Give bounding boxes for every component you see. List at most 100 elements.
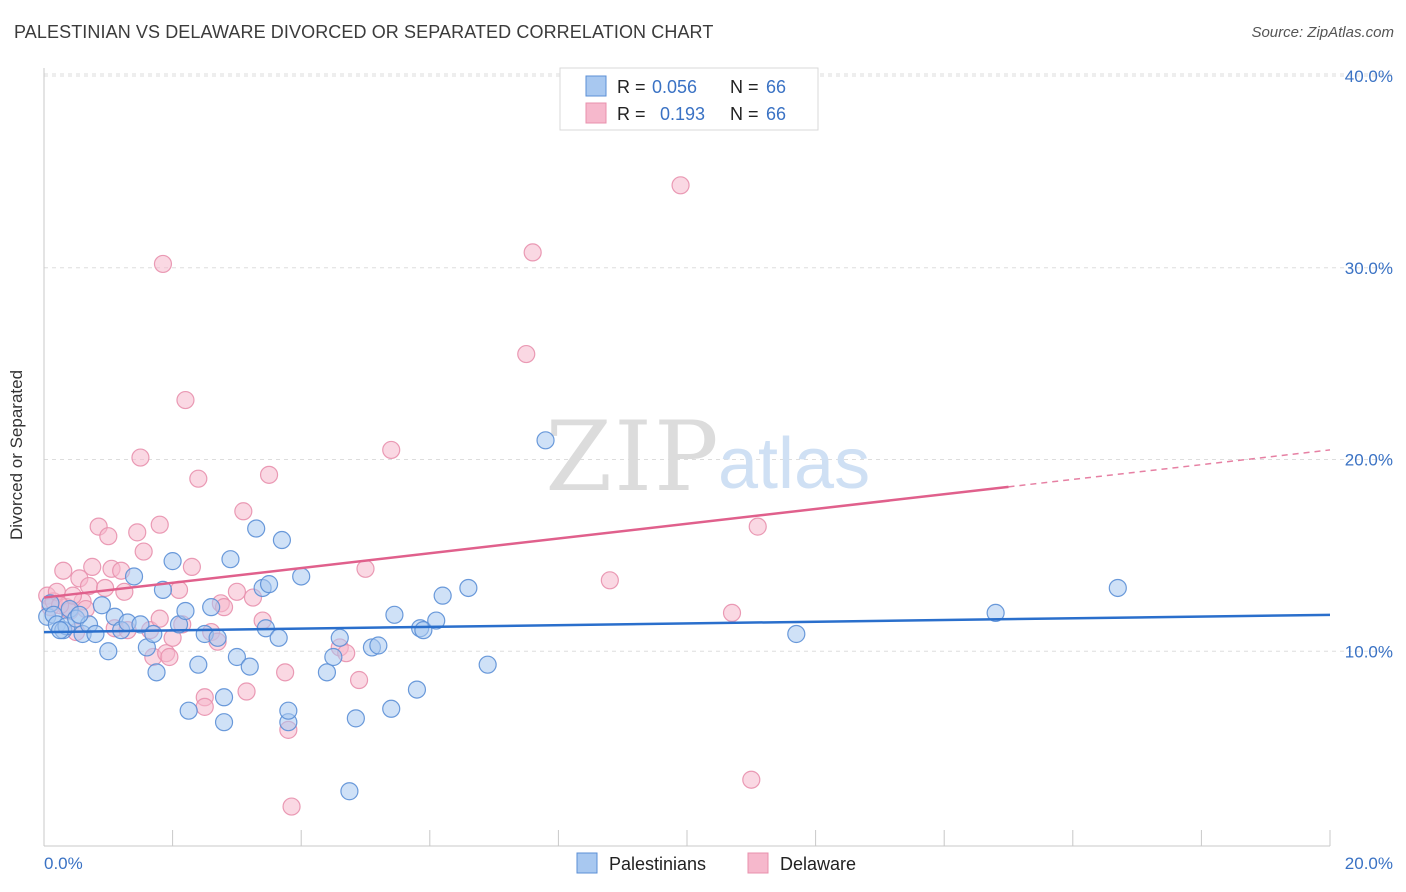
stats-r-label-1: R = [617,77,646,97]
legend-label-delaware: Delaware [780,854,856,874]
data-point [189,655,208,674]
data-point [427,611,446,630]
data-point [385,605,404,624]
data-point [349,670,369,690]
data-point [176,601,195,621]
data-point [202,598,221,617]
data-point [99,642,118,661]
data-point [144,624,163,644]
data-point [1108,578,1127,598]
data-point [128,523,147,542]
data-point [237,682,256,701]
stats-n-label-1: N = [730,77,759,97]
data-point [433,586,452,605]
data-point [787,624,806,644]
data-point [742,770,761,789]
data-point [748,517,767,536]
data-point [671,176,690,195]
x-ticks [43,830,1331,846]
legend-label-palestinians: Palestinians [609,854,706,874]
data-point [240,657,259,676]
data-point [324,647,343,667]
data-point [150,609,169,628]
data-point [523,243,542,262]
data-point [124,567,144,586]
data-point [99,527,118,546]
y-tick-labels: 10.0% 20.0% 30.0% 40.0% [1345,67,1393,661]
data-point [147,663,166,682]
data-point [163,552,182,571]
data-point [208,628,227,647]
stats-n-value-1: 66 [766,77,786,97]
stats-legend: R = 0.056 N = 66 R = 0.193 N = 66 [559,67,819,131]
data-point [272,530,292,550]
data-point [70,605,89,624]
data-point [221,550,240,569]
data-point [330,628,349,647]
data-point [346,709,365,728]
data-point [276,663,295,682]
trend-line-delaware [43,485,1009,599]
legend-swatch-palestinians [576,852,598,874]
data-point [259,465,279,484]
data-point [369,636,388,655]
data-point [214,688,234,707]
data-point [722,603,742,623]
data-point [227,582,246,601]
data-point [189,469,208,488]
data-point [234,502,253,521]
data-point [382,699,401,718]
stats-legend-swatch-blue [585,75,607,97]
source-label: Source: ZipAtlas.com [1251,24,1394,41]
grid-layer [44,73,1392,652]
data-point [317,663,337,682]
watermark: ZIP atlas [545,401,870,513]
stats-n-value-2: 66 [766,104,786,124]
y-tick-label: 10.0% [1345,642,1393,661]
legend-swatch-delaware [747,852,769,874]
data-point [356,559,375,578]
data-point [269,628,288,647]
data-point [282,797,301,816]
data-point [259,575,279,594]
data-point [195,697,214,716]
data-point [160,647,179,667]
data-point [407,680,427,699]
stats-n-label-2: N = [730,104,759,124]
data-point [600,571,619,590]
data-point [986,603,1005,623]
watermark-zip: ZIP [545,401,720,513]
data-point [50,621,70,640]
data-point [176,390,195,410]
trend-line-extension-delaware [1008,449,1331,488]
x-tick-label-min: 0.0% [44,854,83,873]
chart-title: PALESTINIAN VS DELAWARE DIVORCED OR SEPA… [14,22,714,42]
data-point [83,557,102,576]
data-point [340,782,359,801]
stats-r-value-1: 0.056 [652,77,697,97]
data-point [86,624,105,644]
stats-legend-swatch-pink [585,102,607,124]
trend-lines [43,449,1331,634]
data-point [95,578,115,598]
x-tick-label-max: 20.0% [1345,854,1393,873]
y-tick-label: 40.0% [1345,67,1393,86]
data-point [134,542,153,561]
data-point [292,567,311,586]
data-point [517,344,536,364]
palestinians-points [38,431,1127,801]
y-tick-label: 20.0% [1345,451,1393,470]
data-point [131,448,150,467]
data-point [153,254,173,274]
data-point [478,655,497,674]
stats-r-label-2: R = [617,104,646,124]
data-point [227,647,246,667]
data-point [150,515,169,534]
data-point [54,561,73,580]
trend-line-palestinians [43,613,1331,634]
stats-r-value-2: 0.193 [660,104,705,124]
data-point [131,615,150,634]
data-point [182,557,201,576]
data-point [382,440,401,460]
